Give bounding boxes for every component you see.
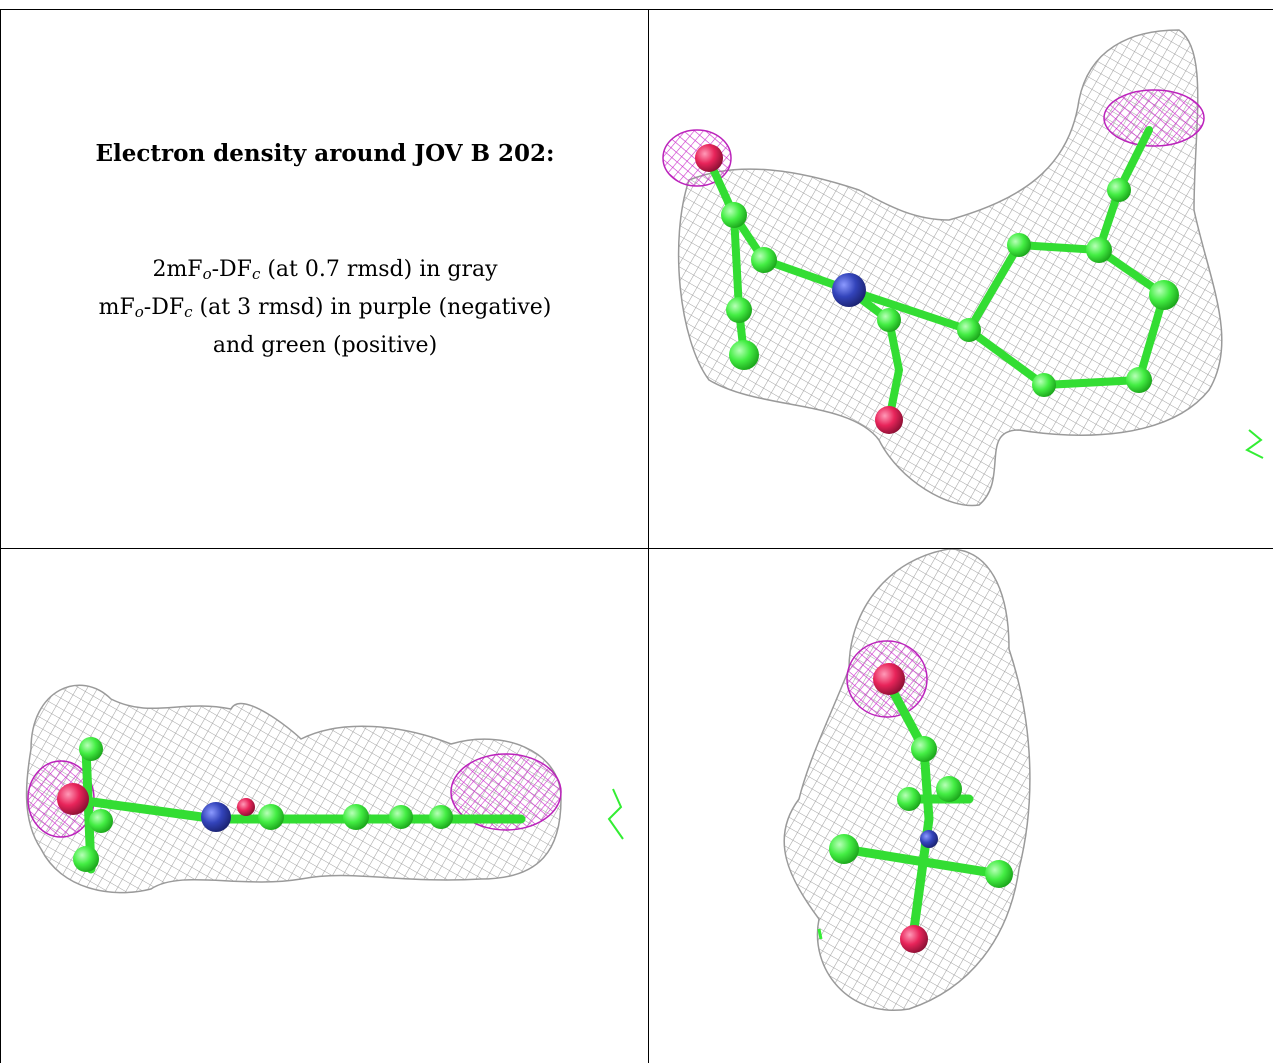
- table-border-top: [0, 9, 1273, 10]
- density-image-end: [783, 549, 1031, 1011]
- legend-line-difference: mFo-DFc (at 3 rmsd) in purple (negative): [98, 295, 552, 321]
- density-image-top: [662, 29, 1264, 507]
- density-image-side: [25, 684, 624, 894]
- table-border-left: [0, 9, 1, 1063]
- table-divider-horizontal: [0, 548, 1273, 549]
- table-divider-vertical: [648, 9, 649, 1063]
- figure-heading: Electron density around JOV B 202:: [95, 140, 555, 167]
- legend-line-gray: 2mFo-DFc (at 0.7 rmsd) in gray: [152, 257, 498, 283]
- density-view-top: [649, 10, 1273, 548]
- legend-line-positive: and green (positive): [212, 333, 438, 358]
- density-view-end: [649, 549, 1273, 1063]
- density-view-side: [1, 549, 648, 1063]
- caption-cell: Electron density around JOV B 202: 2mFo-…: [1, 10, 648, 548]
- figure-legend: 2mFo-DFc (at 0.7 rmsd) in gray mFo-DFc (…: [1, 253, 648, 362]
